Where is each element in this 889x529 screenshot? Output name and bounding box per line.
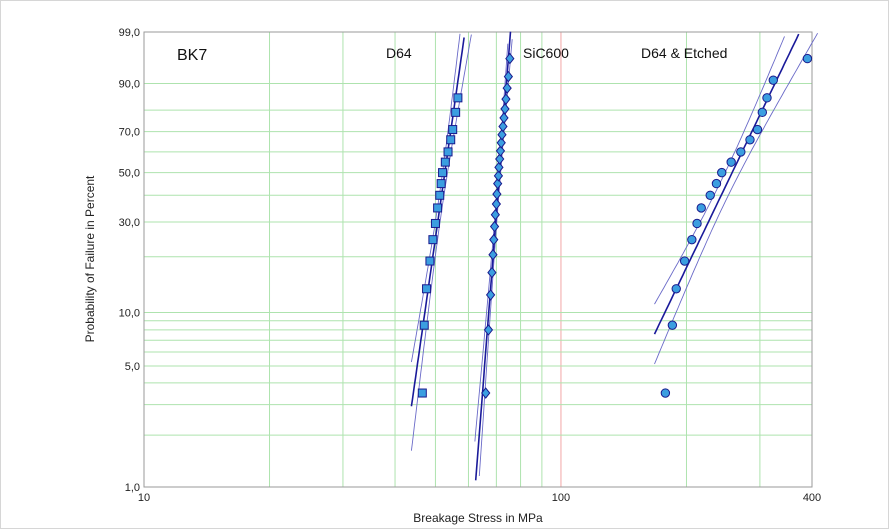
data-point-diamond: [499, 112, 509, 124]
data-point-square: [436, 179, 446, 189]
plot-area: [143, 31, 813, 488]
data-point-circle: [660, 388, 671, 398]
data-point-diamond: [496, 137, 506, 149]
x-tick-label: 10: [138, 492, 150, 504]
data-point-square: [425, 256, 435, 266]
data-point-circle: [736, 147, 746, 157]
data-point-diamond: [495, 153, 505, 165]
data-point-diamond: [495, 145, 506, 157]
data-point-diamond: [487, 266, 497, 279]
y-tick-label: 1,0: [125, 482, 140, 494]
data-point-circle: [705, 190, 715, 200]
data-point-circle: [696, 203, 706, 213]
data-point-diamond: [491, 198, 502, 210]
data-point-square: [422, 284, 432, 294]
data-point-circle: [679, 256, 690, 266]
y-tick-label: 5,0: [125, 361, 140, 373]
data-point-diamond: [498, 120, 508, 133]
y-tick-label: 90,0: [119, 78, 140, 90]
data-point-square: [443, 147, 453, 157]
y-tick-label: 70,0: [119, 127, 140, 139]
data-point-circle: [762, 93, 772, 103]
data-point-diamond: [493, 177, 503, 190]
data-point-square: [438, 168, 448, 178]
data-point-diamond: [503, 70, 514, 83]
data-point-square: [453, 93, 463, 103]
data-point-diamond: [500, 103, 510, 115]
data-point-circle: [726, 157, 736, 167]
data-point-circle: [687, 234, 697, 245]
data-point-circle: [692, 218, 702, 229]
data-point-circle: [667, 320, 678, 330]
data-point-diamond: [502, 82, 512, 94]
y-tick-label: 50,0: [119, 168, 140, 180]
series-label: D64: [386, 45, 412, 61]
data-point-square: [433, 203, 443, 213]
confidence-band-lower: [410, 34, 472, 451]
x-tick-label: 100: [552, 492, 570, 504]
data-point-diamond: [501, 93, 511, 105]
data-point-diamond: [494, 161, 504, 174]
data-point-diamond: [505, 52, 515, 65]
data-point-circle: [802, 53, 813, 64]
grid-lines: [144, 32, 812, 487]
data-point-square: [417, 388, 427, 398]
data-point-diamond: [490, 208, 500, 221]
fit-curves: [410, 31, 818, 481]
data-point-circle: [717, 167, 727, 178]
data-point-circle: [711, 178, 722, 189]
y-tick-label: 30,0: [119, 217, 140, 229]
y-axis-title: Probability of Failure in Percent: [83, 175, 97, 342]
data-point-square: [440, 157, 450, 167]
confidence-band-upper: [474, 43, 509, 442]
data-points: [417, 52, 813, 399]
data-point-diamond: [481, 387, 491, 399]
data-point-circle: [757, 107, 768, 118]
data-point-square: [435, 190, 445, 200]
series-label: D64 & Etched: [641, 45, 727, 61]
data-point-square: [446, 135, 456, 145]
series-labels: D64 SiC600 D64 & Etched: [386, 45, 727, 61]
confidence-band-lower: [478, 39, 513, 477]
data-point-diamond: [489, 220, 500, 233]
x-axis-title: Breakage Stress in MPa: [413, 511, 543, 525]
x-tick-label: 400: [803, 492, 821, 504]
y-tick-label: 99,0: [119, 27, 140, 39]
data-point-diamond: [483, 324, 494, 336]
y-tick-label: 10,0: [119, 308, 140, 320]
data-point-square: [419, 320, 429, 330]
data-point-diamond: [497, 128, 507, 141]
data-point-circle: [768, 75, 778, 85]
data-point-square: [428, 235, 438, 245]
data-point-square: [451, 107, 461, 117]
data-point-circle: [745, 135, 755, 145]
chart-title: BK7: [177, 47, 207, 64]
data-point-diamond: [492, 188, 502, 200]
data-point-diamond: [489, 233, 499, 246]
data-point-diamond: [488, 248, 498, 261]
axis-tick-labels: 10 100 400 1,0 5,0 10,0 30,0 50,0 70,0 90,0 99,0: [119, 27, 822, 504]
data-point-diamond: [493, 170, 504, 182]
data-point-circle: [671, 284, 681, 294]
data-point-square: [430, 218, 440, 228]
data-point-square: [448, 125, 458, 135]
data-point-circle: [752, 124, 763, 135]
data-point-diamond: [485, 289, 496, 301]
series-label: SiC600: [523, 45, 569, 61]
confidence-band-lower: [654, 32, 818, 365]
